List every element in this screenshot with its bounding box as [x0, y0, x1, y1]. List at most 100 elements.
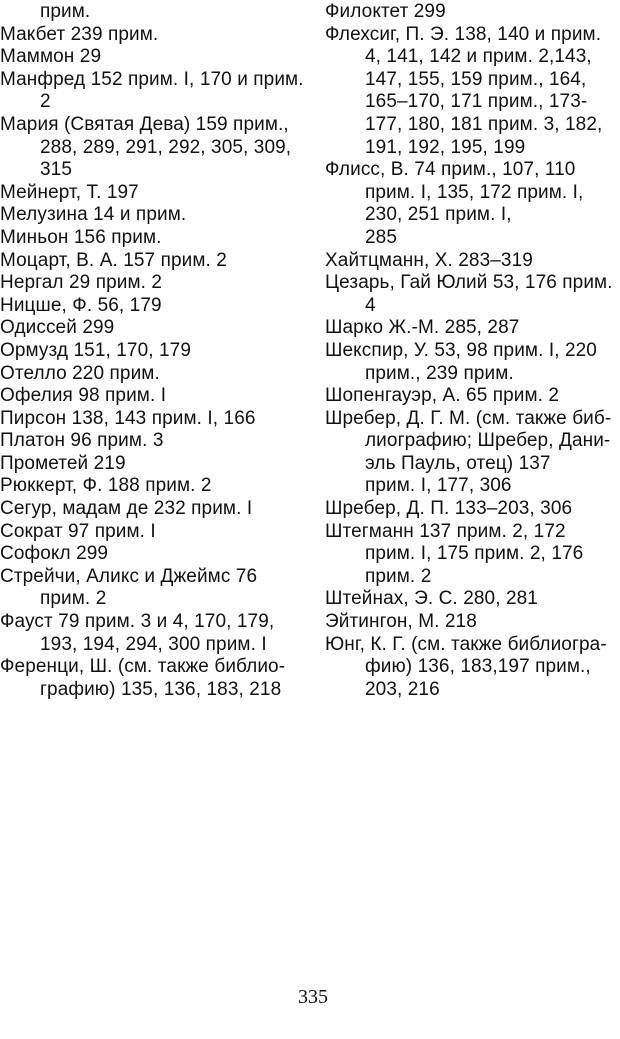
index-entry: Ницше, Ф. 56, 179 [0, 295, 305, 318]
index-entry-heading-line: Ницше, Ф. 56, 179 [0, 294, 162, 316]
index-entry-heading-line: Софокл 299 [0, 543, 109, 565]
index-entry-heading-line: Шребер, Д. Г. М. (см. также биб- [325, 407, 612, 429]
index-entry-heading-line: Шарко Ж.-М. 285, 287 [325, 317, 520, 339]
index-column-right: Филоктет 299 Флехсиг, П. Э. 138, 140 и пр… [325, 1, 620, 701]
page-number: 335 [298, 986, 328, 1008]
index-entry-continuation-line: прим. 2 [40, 588, 107, 610]
index-entry-heading-line: Макбет 239 прим. [0, 23, 159, 45]
index-entry-heading-line: Мелузина 14 и прим. [0, 204, 187, 226]
index-entry: Одиссей 299 [0, 317, 305, 340]
index-entry-heading-line: Моцарт, В. А. 157 прим. 2 [0, 249, 227, 271]
index-entry: Юнг, К. Г. (см. также библиогра-фию) 136… [325, 634, 620, 702]
index-entry: Шребер, Д. Г. М. (см. также биб-лиографи… [325, 408, 620, 498]
index-entry-continuation-line: фию) 136, 183,197 прим., [365, 656, 591, 678]
index-entry-heading-line: Штегманн 137 прим. 2, 172 [325, 520, 566, 542]
index-entry-heading-line: Платон 96 прим. 3 [0, 430, 164, 452]
index-entry-continuation-line: лиографию; Шребер, Дани- [365, 430, 611, 452]
index-entry: Филоктет 299 [325, 1, 620, 24]
index-entry-heading-line: Рюккерт, Ф. 188 прим. 2 [0, 475, 212, 497]
index-entry: Мария (Святая Дева) 159 прим., 288, 289, … [0, 114, 305, 182]
index-entry-continuation-line: 165–170, 171 прим., 173- [365, 91, 588, 113]
index-entry: Штегманн 137 прим. 2, 172 прим. I, 175 пр… [325, 521, 620, 589]
index-entry-heading-line: Шекспир, У. 53, 98 прим. I, 220 [325, 339, 597, 361]
index-entry-continuation-line: 177, 180, 181 прим. 3, 182, [365, 113, 603, 135]
index-entry-heading-line: Миньон 156 прим. [0, 226, 162, 248]
index-entry: прим. [0, 1, 305, 24]
index-entry: Пирсон 138, 143 прим. I, 166 [0, 408, 305, 431]
index-entry-heading-line: Офелия 98 прим. I [0, 385, 167, 407]
index-entry: Нергал 29 прим. 2 [0, 272, 305, 295]
index-entry-heading-line: Хайтцманн, Х. 283–319 [325, 249, 533, 271]
index-entry-heading-line: Стрейчи, Аликс и Джеймс 76 [0, 565, 258, 587]
index-entry-continuation-line: прим. I, 135, 172 прим. I, [365, 181, 584, 203]
index-entry: Штейнах, Э. С. 280, 281 [325, 588, 620, 611]
index-entry: Ормузд 151, 170, 179 [0, 340, 305, 363]
index-entry-continuation-line: прим. I, 175 прим. 2, 176 [365, 543, 584, 565]
index-entry-heading-line: Филоктет 299 [325, 1, 446, 22]
index-entry-continuation-line: 288, 289, 291, 292, 305, 309, [40, 136, 292, 158]
index-entry: Цезарь, Гай Юлий 53, 176 прим. 4 [325, 272, 620, 317]
index-entry: Отелло 220 прим. [0, 363, 305, 386]
index-entry-heading-line: Мейнерт, Т. 197 [0, 181, 139, 203]
index-entry: Моцарт, В. А. 157 прим. 2 [0, 250, 305, 273]
index-entry-continuation-line: 203, 216 [365, 678, 440, 700]
index-entry-continuation-line: 193, 194, 294, 300 прим. I [40, 633, 267, 655]
index-entry: Фауст 79 прим. 3 и 4, 170, 179, 193, 194,… [0, 611, 305, 656]
index-entry-heading-line: Штейнах, Э. С. 280, 281 [325, 588, 538, 610]
index-entry-heading-line: Одиссей 299 [0, 317, 115, 339]
index-entry: Ференци, Ш. (см. также библио-графию) 13… [0, 656, 305, 701]
index-entry: Макбет 239 прим. [0, 24, 305, 47]
index-entry-continuation-line: 2 [40, 91, 51, 113]
index-entry: Мелузина 14 и прим. [0, 204, 305, 227]
index-entry: Шарко Ж.-М. 285, 287 [325, 317, 620, 340]
index-entry: Флехсиг, П. Э. 138, 140 и прим. 4, 141, 1… [325, 24, 620, 160]
index-entry: Платон 96 прим. 3 [0, 430, 305, 453]
index-entry: Манфред 152 прим. I, 170 и прим. 2 [0, 69, 305, 114]
index-entry-heading-line: Фауст 79 прим. 3 и 4, 170, 179, [0, 611, 275, 633]
index-entry-heading-line: Цезарь, Гай Юлий 53, 176 прим. [325, 272, 613, 294]
index-entry-heading-line: Шопенгауэр, А. 65 прим. 2 [325, 385, 560, 407]
index-entry-continuation-line: прим., 239 прим. [365, 362, 514, 384]
index-entry-heading-line: Маммон 29 [0, 46, 102, 68]
index-entry: Эйтингон, М. 218 [325, 611, 620, 634]
index-entry: Хайтцманн, Х. 283–319 [325, 250, 620, 273]
index-entry: Сегур, мадам де 232 прим. I [0, 498, 305, 521]
index-entry: Софокл 299 [0, 543, 305, 566]
index-entry: Рюккерт, Ф. 188 прим. 2 [0, 475, 305, 498]
index-entry: Прометей 219 [0, 453, 305, 476]
index-entry-heading-line: Юнг, К. Г. (см. также библиогра- [325, 633, 607, 655]
index-entry: Стрейчи, Аликс и Джеймс 76 прим. 2 [0, 566, 305, 611]
index-entry-continuation-line: эль Пауль, отец) 137 [365, 452, 551, 474]
index-entry-heading-line: Эйтингон, М. 218 [325, 611, 477, 633]
index-entry: Мейнерт, Т. 197 [0, 182, 305, 205]
index-entry: Флисс, В. 74 прим., 107, 110 прим. I, 135… [325, 159, 620, 249]
index-entry-continuation-line: 4, 141, 142 и прим. 2,143, [365, 46, 592, 68]
index-entry: Миньон 156 прим. [0, 227, 305, 250]
index-column-left: прим. Макбет 239 прим. Маммон 29 Манфред 15… [0, 1, 305, 701]
index-entry-continuation-line: 285 [365, 226, 398, 248]
index-entry-continuation-line: 315 [40, 159, 73, 181]
index-entry-heading-line: Флисс, В. 74 прим., 107, 110 [325, 159, 576, 181]
index-entry-continuation-line: прим. 2 [365, 565, 432, 587]
index-entry-continuation-line: графию) 135, 136, 183, 218 [40, 678, 282, 700]
index-entry: Шребер, Д. П. 133–203, 306 [325, 498, 620, 521]
index-entry: Маммон 29 [0, 46, 305, 69]
index-entry-heading-line: Сократ 97 прим. I [0, 520, 156, 542]
index-entry-heading-line: Мария (Святая Дева) 159 прим., [0, 113, 289, 135]
index-entry: Сократ 97 прим. I [0, 521, 305, 544]
index-entry: Шопенгауэр, А. 65 прим. 2 [325, 385, 620, 408]
index-entry-continuation-line: 4 [365, 294, 376, 316]
index-entry-continuation-line: прим. I, 177, 306 [365, 475, 512, 497]
index-entry-heading-line: Отелло 220 прим. [0, 362, 160, 384]
index-entry: Шекспир, У. 53, 98 прим. I, 220 прим., 23… [325, 340, 620, 385]
index-entry-heading-line: Манфред 152 прим. I, 170 и прим. [0, 68, 304, 90]
index-entry-continuation-line: 191, 192, 195, 199 [365, 136, 526, 158]
index-entry-heading-line: Пирсон 138, 143 прим. I, 166 [0, 407, 256, 429]
index-entry-heading-line: Флехсиг, П. Э. 138, 140 и прим. [325, 23, 602, 45]
index-entry-heading-line: Прометей 219 [0, 452, 126, 474]
index-entry-heading-line: Ормузд 151, 170, 179 [0, 339, 191, 361]
index-entry-heading-line: Нергал 29 прим. 2 [0, 272, 163, 294]
index-entry-heading-line: Ференци, Ш. (см. также библио- [0, 656, 286, 678]
index-entry-heading-line: Сегур, мадам де 232 прим. I [0, 498, 253, 520]
index-entry-continuation-line: 147, 155, 159 прим., 164, [365, 68, 587, 90]
